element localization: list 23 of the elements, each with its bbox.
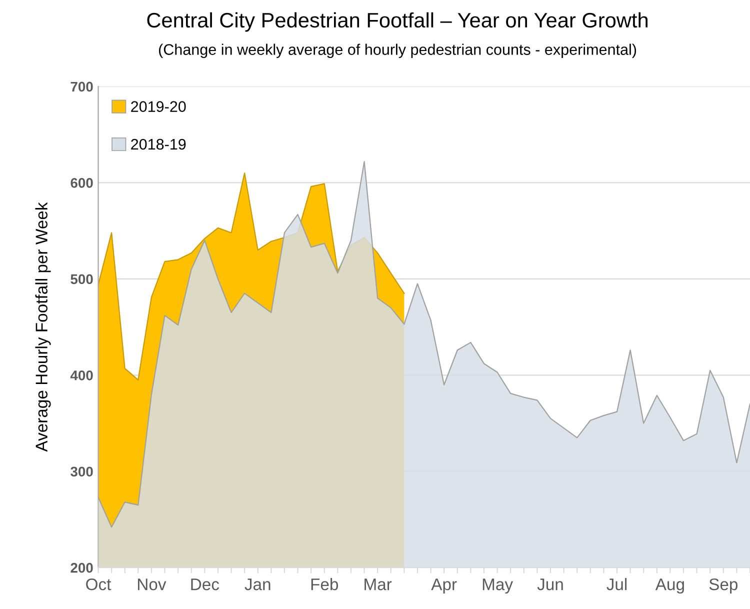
y-tick-label: 400 bbox=[70, 370, 93, 380]
y-tick-label: 500 bbox=[70, 274, 93, 284]
y-tick-label: 300 bbox=[70, 466, 93, 477]
x-tick-label: Dec bbox=[191, 578, 220, 590]
x-tick-label: Jul bbox=[606, 578, 627, 590]
y-tick-label: 700 bbox=[70, 82, 93, 92]
legend-label: 2018-19 bbox=[131, 138, 186, 150]
x-tick-label: Aug bbox=[655, 578, 684, 594]
y-tick-label: 200 bbox=[70, 562, 93, 573]
x-tick-label: Feb bbox=[311, 578, 338, 590]
y-axis-title: Average Hourly Footfall per Week bbox=[35, 202, 51, 452]
x-tick-label: Sep bbox=[709, 578, 738, 594]
x-tick-label: May bbox=[482, 578, 513, 594]
x-tick-label: Mar bbox=[364, 578, 392, 590]
x-tick-label: Nov bbox=[138, 578, 166, 590]
x-tick-label: Apr bbox=[431, 578, 457, 594]
x-tick-label: Jun bbox=[537, 578, 563, 590]
legend-label: 2019-20 bbox=[131, 101, 186, 112]
y-tick-label: 600 bbox=[70, 178, 93, 188]
x-tick-label: Jan bbox=[244, 578, 270, 590]
chart-subtitle: (Change in weekly average of hourly pedestrian counts - experimental) bbox=[158, 44, 636, 58]
x-tick-label: Oct bbox=[86, 578, 112, 590]
chart-title: Central City Pedestrian Footfall – Year on Year Growth bbox=[147, 12, 648, 32]
